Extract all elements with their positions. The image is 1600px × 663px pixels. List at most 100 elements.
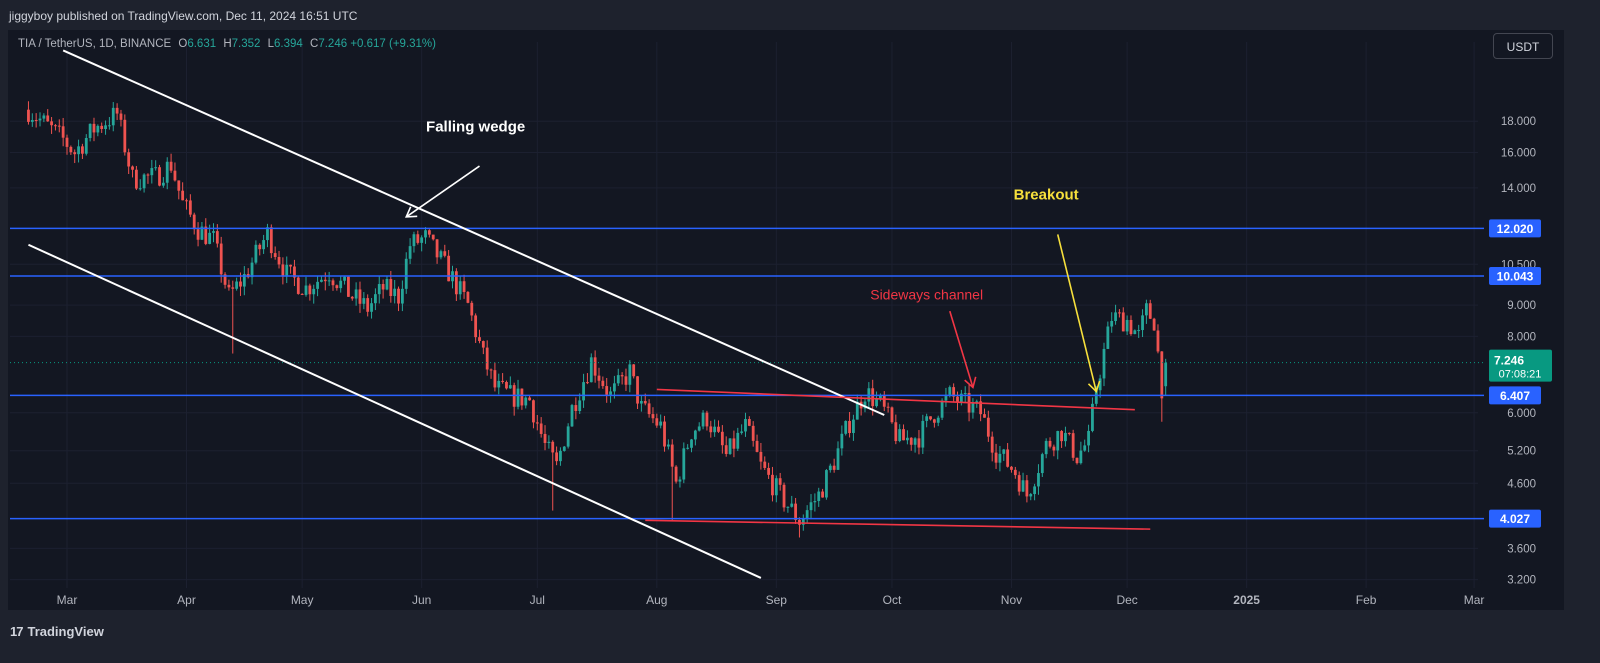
candle-body bbox=[412, 234, 416, 247]
candle-body bbox=[801, 518, 805, 525]
candle-body bbox=[763, 461, 767, 468]
candle-body bbox=[613, 383, 616, 392]
candle-body bbox=[990, 436, 994, 453]
candle-body bbox=[431, 234, 435, 240]
candle-body bbox=[636, 376, 639, 404]
symbol-name[interactable]: TIA / TetherUS, 1D, BINANCE bbox=[18, 38, 172, 50]
candle-body bbox=[570, 405, 574, 427]
candle-body bbox=[262, 240, 266, 250]
candle-body bbox=[879, 394, 882, 399]
wedge-trendline[interactable] bbox=[62, 49, 885, 416]
candle-body bbox=[651, 414, 655, 419]
price-level-tag[interactable] bbox=[1489, 386, 1541, 405]
candle-body bbox=[192, 214, 196, 230]
candle-body bbox=[1052, 446, 1056, 451]
candle-body bbox=[239, 281, 242, 287]
price-level-label: 4.027 bbox=[1500, 512, 1530, 526]
candle-body bbox=[944, 394, 948, 401]
candle-body bbox=[1118, 312, 1121, 314]
price-level-tag[interactable] bbox=[1489, 267, 1541, 286]
candle-body bbox=[508, 385, 512, 389]
candle-body bbox=[497, 380, 501, 388]
candle-body bbox=[659, 421, 663, 426]
candle-body bbox=[331, 280, 335, 286]
candle-body bbox=[813, 501, 817, 503]
candle-body bbox=[77, 146, 80, 155]
candle-body bbox=[516, 388, 520, 407]
candle-body bbox=[744, 419, 747, 432]
x-tick-label: Apr bbox=[177, 593, 196, 607]
candle-body bbox=[327, 280, 331, 282]
candle-body bbox=[840, 433, 844, 449]
candle-body bbox=[1048, 440, 1052, 447]
close-label: C bbox=[310, 38, 319, 50]
drawings: Falling wedge Breakout Sideways channel bbox=[28, 49, 1151, 579]
candle-body bbox=[131, 166, 134, 170]
candle-body bbox=[185, 200, 188, 202]
candle-body bbox=[277, 256, 281, 265]
candle-body bbox=[1017, 475, 1021, 492]
candle-body bbox=[462, 281, 466, 292]
candle-body bbox=[381, 284, 385, 290]
candle-body bbox=[1160, 351, 1164, 399]
candle-body bbox=[427, 230, 431, 235]
channel-upper-line[interactable] bbox=[656, 388, 1135, 411]
candle-body bbox=[408, 246, 412, 259]
candle-body bbox=[732, 438, 736, 449]
candle-body bbox=[932, 419, 936, 423]
candle-body bbox=[559, 450, 562, 462]
candle-body bbox=[1152, 318, 1156, 331]
candle-body bbox=[281, 264, 285, 277]
candle-body bbox=[755, 440, 759, 452]
candle-body bbox=[61, 126, 65, 138]
chart-area[interactable] bbox=[8, 30, 1564, 610]
currency-button[interactable]: USDT bbox=[1493, 33, 1553, 59]
candle-body bbox=[1056, 431, 1060, 451]
candle-body bbox=[73, 152, 77, 155]
candle-body bbox=[1145, 303, 1148, 316]
tradingview-logo[interactable]: 17 TradingView bbox=[10, 624, 104, 639]
candle-body bbox=[169, 161, 173, 171]
candle-body bbox=[1125, 319, 1129, 332]
candle-body bbox=[520, 388, 524, 406]
candle-body bbox=[786, 506, 790, 508]
candle-body bbox=[1033, 486, 1037, 495]
open-value: 6.631 bbox=[187, 38, 217, 50]
price-level-tag[interactable] bbox=[1489, 219, 1541, 238]
published-info: jiggyboy published on TradingView.com, D… bbox=[9, 9, 358, 23]
candle-body bbox=[84, 137, 88, 154]
candle-body bbox=[790, 503, 794, 507]
candle-body bbox=[578, 400, 582, 412]
axes: 3.2003.6004.6005.2006.0008.0009.00010.50… bbox=[57, 32, 1564, 607]
candle-body bbox=[397, 288, 400, 304]
candle-body bbox=[285, 264, 289, 277]
y-tick-label: 16.000 bbox=[1501, 147, 1536, 159]
candle-body bbox=[670, 444, 674, 467]
candle-body bbox=[150, 168, 154, 176]
candle-body bbox=[686, 447, 690, 449]
candle-body bbox=[1110, 320, 1114, 327]
candle-body bbox=[493, 370, 497, 388]
candle-body bbox=[1029, 494, 1033, 497]
candle-body bbox=[1141, 315, 1144, 331]
wedge-trendline[interactable] bbox=[28, 243, 762, 579]
candle-body bbox=[632, 364, 636, 377]
candle-body bbox=[108, 125, 111, 127]
candle-body bbox=[1129, 319, 1133, 335]
y-tick-label: 3.600 bbox=[1507, 543, 1536, 555]
channel-lower-line[interactable] bbox=[645, 519, 1151, 530]
sideways-channel-arrow bbox=[949, 310, 974, 388]
candle-body bbox=[435, 239, 439, 258]
y-tick-label: 18.000 bbox=[1501, 116, 1536, 128]
x-tick-label: Mar bbox=[57, 593, 78, 607]
candle-body bbox=[751, 425, 755, 441]
candle-body bbox=[913, 438, 917, 445]
x-tick-label: Feb bbox=[1356, 593, 1377, 607]
price-axis[interactable] bbox=[1484, 32, 1564, 588]
price-level-tag[interactable] bbox=[1489, 509, 1541, 528]
candle-body bbox=[805, 510, 809, 519]
candle-body bbox=[1121, 312, 1125, 332]
candle-body bbox=[165, 161, 169, 183]
candle-body bbox=[104, 125, 107, 129]
